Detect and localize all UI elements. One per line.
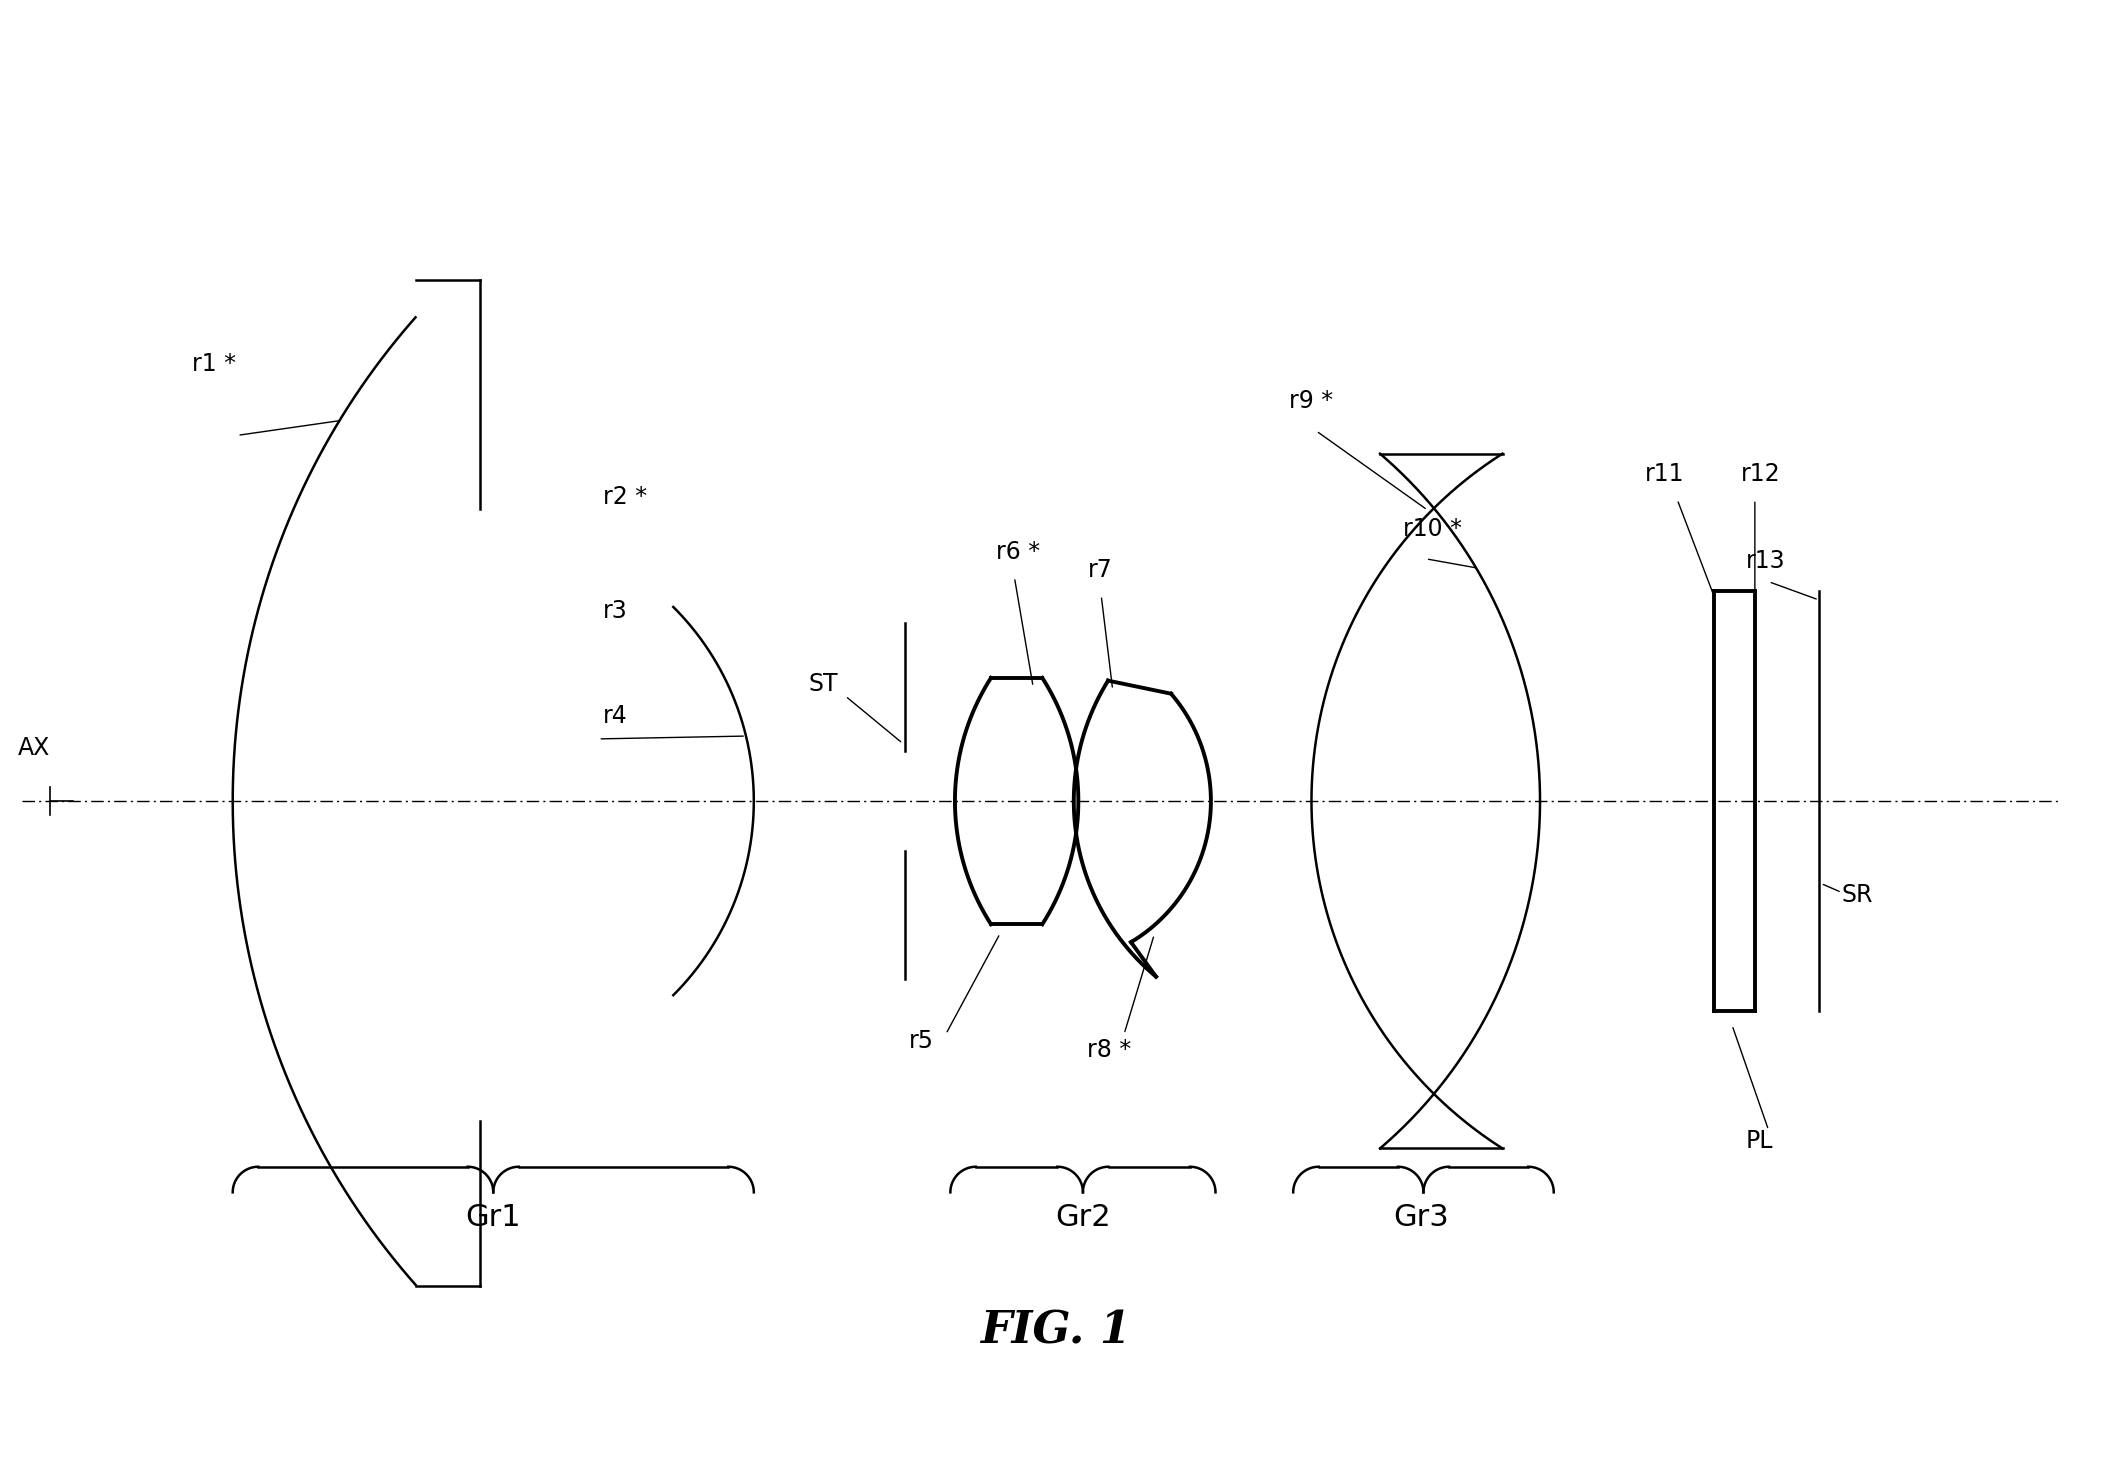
Text: ST: ST bbox=[809, 672, 838, 696]
Text: r13: r13 bbox=[1746, 549, 1786, 573]
Text: PL: PL bbox=[1746, 1130, 1773, 1153]
Text: r9 *: r9 * bbox=[1288, 390, 1332, 413]
Text: r11: r11 bbox=[1644, 461, 1685, 486]
Text: Gr2: Gr2 bbox=[1056, 1203, 1110, 1232]
Text: r5: r5 bbox=[910, 1028, 935, 1053]
Text: r10 *: r10 * bbox=[1404, 517, 1463, 541]
Text: r12: r12 bbox=[1742, 461, 1782, 486]
Text: r3: r3 bbox=[604, 599, 627, 623]
Text: r6 *: r6 * bbox=[996, 539, 1041, 564]
Text: Gr3: Gr3 bbox=[1393, 1203, 1448, 1232]
Text: r8 *: r8 * bbox=[1087, 1039, 1131, 1062]
Text: r7: r7 bbox=[1087, 558, 1112, 582]
Text: r4: r4 bbox=[604, 705, 627, 728]
Text: Gr1: Gr1 bbox=[464, 1203, 521, 1232]
Text: r1 *: r1 * bbox=[192, 353, 236, 377]
Text: AX: AX bbox=[17, 735, 51, 760]
Text: r2 *: r2 * bbox=[604, 485, 648, 508]
Text: SR: SR bbox=[1841, 882, 1872, 907]
Text: FIG. 1: FIG. 1 bbox=[980, 1310, 1131, 1352]
